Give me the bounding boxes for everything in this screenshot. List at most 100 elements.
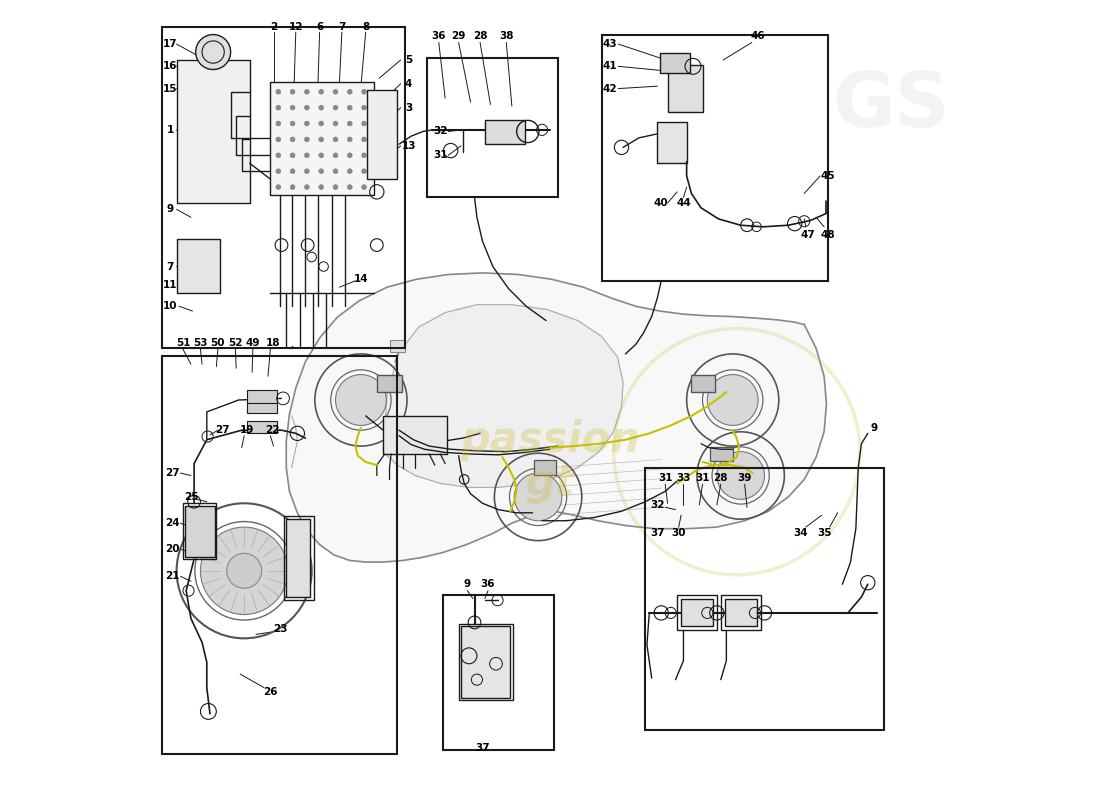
Text: 42: 42 — [603, 83, 617, 94]
Circle shape — [290, 121, 295, 126]
Circle shape — [305, 106, 309, 110]
Text: 40: 40 — [653, 198, 669, 208]
Text: 27: 27 — [216, 425, 230, 435]
Text: 32: 32 — [433, 126, 448, 137]
Bar — [163, 26, 405, 348]
Bar — [442, 594, 554, 750]
Bar — [427, 58, 558, 198]
Circle shape — [319, 185, 323, 190]
Circle shape — [276, 169, 280, 174]
Text: 7: 7 — [166, 262, 174, 271]
Text: 41: 41 — [603, 62, 617, 71]
Circle shape — [336, 374, 386, 426]
Text: 13: 13 — [402, 141, 416, 150]
Text: 38: 38 — [499, 31, 514, 41]
Text: 21: 21 — [165, 571, 180, 582]
Text: 7: 7 — [338, 22, 345, 32]
Bar — [163, 356, 397, 754]
Text: 16: 16 — [163, 62, 177, 71]
Circle shape — [348, 169, 352, 174]
Text: 39: 39 — [737, 473, 751, 483]
Bar — [246, 390, 277, 403]
Circle shape — [305, 121, 309, 126]
Circle shape — [319, 106, 323, 110]
Text: 17: 17 — [163, 39, 177, 49]
Circle shape — [707, 374, 758, 426]
Text: 44: 44 — [676, 198, 691, 208]
Text: 27: 27 — [165, 468, 180, 478]
Text: 31: 31 — [658, 473, 672, 483]
Bar — [461, 626, 510, 698]
Bar — [246, 421, 277, 434]
Circle shape — [276, 90, 280, 94]
Bar — [725, 598, 757, 626]
Text: gt: gt — [525, 462, 575, 505]
Polygon shape — [286, 273, 826, 562]
Circle shape — [333, 106, 338, 110]
Text: 5: 5 — [405, 55, 412, 65]
Circle shape — [362, 106, 366, 110]
Circle shape — [717, 452, 764, 499]
Text: 1: 1 — [166, 125, 174, 135]
Circle shape — [305, 169, 309, 174]
Circle shape — [319, 153, 323, 158]
Text: 8: 8 — [362, 22, 370, 32]
Text: 37: 37 — [475, 743, 490, 753]
Text: 29: 29 — [451, 31, 465, 41]
Circle shape — [227, 554, 262, 588]
Bar — [177, 60, 250, 203]
Bar — [602, 34, 828, 281]
Text: 45: 45 — [821, 171, 835, 181]
Circle shape — [290, 106, 295, 110]
Circle shape — [276, 121, 280, 126]
Circle shape — [362, 169, 366, 174]
Bar — [389, 341, 406, 352]
Circle shape — [276, 153, 280, 158]
Circle shape — [333, 137, 338, 142]
Text: 36: 36 — [431, 31, 446, 41]
Circle shape — [290, 153, 295, 158]
Bar — [681, 598, 713, 626]
Bar — [284, 516, 315, 600]
Circle shape — [305, 90, 309, 94]
Circle shape — [319, 169, 323, 174]
Bar — [485, 120, 525, 144]
Text: 9: 9 — [870, 423, 878, 433]
Circle shape — [305, 185, 309, 190]
Text: 51: 51 — [176, 338, 190, 348]
Circle shape — [305, 137, 309, 142]
Bar — [660, 53, 690, 73]
Text: 52: 52 — [228, 338, 243, 348]
Circle shape — [290, 169, 295, 174]
Text: 53: 53 — [194, 338, 208, 348]
Text: 14: 14 — [353, 274, 369, 284]
Bar — [459, 624, 513, 700]
Circle shape — [305, 153, 309, 158]
Text: 33: 33 — [676, 473, 691, 483]
Text: 50: 50 — [211, 338, 226, 348]
Circle shape — [362, 137, 366, 142]
Circle shape — [333, 90, 338, 94]
Circle shape — [362, 90, 366, 94]
Text: passion: passion — [460, 418, 640, 461]
Circle shape — [333, 169, 338, 174]
Text: 22: 22 — [265, 425, 279, 435]
Bar — [367, 90, 397, 179]
Text: 35: 35 — [817, 529, 832, 538]
Bar — [646, 467, 883, 730]
Text: 46: 46 — [751, 31, 766, 41]
Circle shape — [362, 153, 366, 158]
Bar — [286, 519, 310, 597]
Text: 12: 12 — [288, 22, 302, 32]
Text: GS: GS — [833, 69, 950, 143]
Text: 43: 43 — [603, 39, 617, 49]
Text: 37: 37 — [650, 529, 664, 538]
Bar — [658, 122, 688, 163]
Bar — [668, 65, 703, 113]
Circle shape — [348, 106, 352, 110]
Circle shape — [196, 34, 231, 70]
Circle shape — [348, 185, 352, 190]
Circle shape — [515, 473, 562, 521]
Text: 49: 49 — [245, 338, 260, 348]
Text: 18: 18 — [266, 338, 280, 348]
